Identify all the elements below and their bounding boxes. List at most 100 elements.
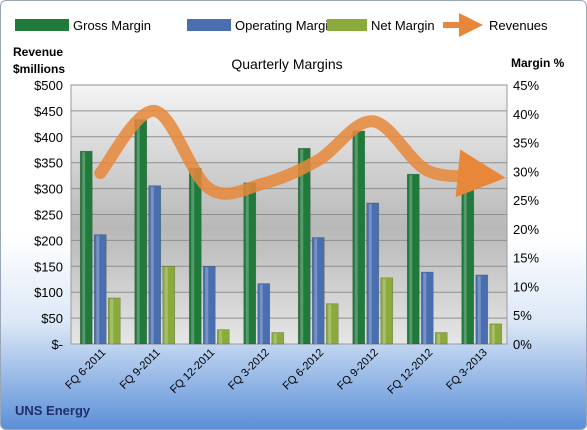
left-tick-label: $400 <box>34 130 63 145</box>
x-axis-ticks: FQ 6-2011 FQ 9-2011 FQ 12-2011 FQ 3-2012 FQ … <box>63 347 490 397</box>
left-tick-label: $100 <box>34 285 63 300</box>
bar-highlight-operating-margin <box>423 273 427 344</box>
bar-net-margin <box>271 332 285 345</box>
x-tick-label: FQ 12-2011 <box>168 347 217 396</box>
bar-highlight-gross-margin <box>409 175 413 344</box>
bar-operating-margin <box>202 265 216 345</box>
bar-highlight-gross-margin <box>300 149 304 344</box>
right-tick-label: 15% <box>513 251 539 266</box>
right-tick-label: 10% <box>513 279 539 294</box>
right-axis-title: Margin % <box>511 56 565 70</box>
left-axis-ticks: $- $50 $100 $150 $200 $250 $300 $350 $400 $450 $50… <box>34 78 63 352</box>
bar-net-margin <box>107 297 121 345</box>
legend-swatch-gross-margin <box>15 19 69 31</box>
bar-net-margin <box>216 329 230 345</box>
bar-highlight-operating-margin <box>368 203 372 344</box>
bar-highlight-gross-margin <box>354 132 358 344</box>
bar-highlight-net-margin <box>219 330 223 344</box>
right-tick-label: 45% <box>513 78 539 93</box>
bar-highlight-operating-margin <box>259 284 263 344</box>
right-tick-label: 5% <box>513 308 532 323</box>
legend-item-operating-margin[interactable]: Operating Margin <box>187 18 335 33</box>
left-tick-label: $300 <box>34 182 63 197</box>
bar-highlight-net-margin <box>437 333 441 344</box>
bar-gross-margin <box>406 173 420 345</box>
x-tick-label: FQ 3-2012 <box>226 347 272 393</box>
bar-gross-margin <box>461 173 475 345</box>
x-tick-label: FQ 6-2011 <box>63 347 108 392</box>
left-tick-label: $150 <box>34 259 63 274</box>
bar-gross-margin <box>352 130 366 345</box>
bar-highlight-operating-margin <box>96 235 100 344</box>
bar-series <box>79 119 503 345</box>
left-tick-label: $450 <box>34 104 63 119</box>
chart-title: Quarterly Margins <box>231 56 342 72</box>
legend-label-revenues: Revenues <box>489 18 548 33</box>
bar-highlight-net-margin <box>328 304 332 344</box>
bar-highlight-gross-margin <box>463 175 467 344</box>
bar-net-margin <box>380 277 394 345</box>
bar-gross-margin <box>188 168 202 345</box>
bar-gross-margin <box>297 148 311 345</box>
bar-net-margin <box>434 332 448 345</box>
bar-highlight-net-margin <box>110 298 114 344</box>
legend-label-operating-margin: Operating Margin <box>235 18 335 33</box>
bar-operating-margin <box>420 271 434 345</box>
left-tick-label: $500 <box>34 78 63 93</box>
x-tick-label: FQ 9-2012 <box>335 347 381 393</box>
bar-highlight-operating-margin <box>477 275 481 344</box>
right-tick-label: 30% <box>513 164 539 179</box>
bar-highlight-operating-margin <box>150 186 154 344</box>
footer-company-name: UNS Energy <box>15 403 91 418</box>
bar-operating-margin <box>257 283 271 345</box>
bar-highlight-net-margin <box>273 333 277 344</box>
bar-operating-margin <box>311 237 325 345</box>
bar-operating-margin <box>93 234 107 345</box>
x-tick-label: FQ 3-2013 <box>444 347 490 393</box>
legend-label-net-margin: Net Margin <box>371 18 435 33</box>
bar-gross-margin <box>79 150 93 345</box>
right-tick-label: 0% <box>513 337 532 352</box>
revenues-line <box>94 104 506 200</box>
left-axis-title-line-1: Revenue <box>13 45 63 59</box>
bar-highlight-gross-margin <box>82 152 86 344</box>
legend-label-gross-margin: Gross Margin <box>73 18 151 33</box>
legend: Gross Margin Operating Margin Net Margin… <box>15 13 548 37</box>
legend-item-revenues[interactable]: Revenues <box>443 13 548 37</box>
right-tick-label: 20% <box>513 222 539 237</box>
bar-operating-margin <box>148 185 162 345</box>
right-tick-label: 35% <box>513 136 539 151</box>
bar-gross-margin <box>134 119 148 345</box>
left-tick-label: $350 <box>34 156 63 171</box>
left-tick-label: $- <box>51 337 63 352</box>
legend-swatch-operating-margin <box>187 19 231 31</box>
bar-operating-margin <box>366 202 380 345</box>
x-tick-label: FQ 12-2012 <box>385 347 435 397</box>
revenue-line <box>94 104 506 200</box>
x-tick-label: FQ 9-2011 <box>118 347 163 392</box>
x-tick-label: FQ 6-2012 <box>281 347 327 393</box>
bar-highlight-operating-margin <box>205 267 209 344</box>
bar-highlight-gross-margin <box>245 183 249 344</box>
bar-highlight-net-margin <box>491 324 495 344</box>
bar-highlight-gross-margin <box>191 169 195 344</box>
right-axis-ticks: 0% 5% 10% 15% 20% 25% 30% 35% 40% 45% <box>513 78 539 352</box>
bar-highlight-gross-margin <box>136 120 140 345</box>
left-tick-label: $200 <box>34 233 63 248</box>
bar-net-margin <box>325 303 339 345</box>
legend-item-net-margin[interactable]: Net Margin <box>327 18 435 33</box>
left-axis-title-line-2: $millions <box>13 62 65 76</box>
bar-operating-margin <box>475 274 489 345</box>
right-tick-label: 40% <box>513 107 539 122</box>
bar-net-margin <box>489 323 503 345</box>
left-tick-label: $50 <box>41 311 63 326</box>
bar-gross-margin <box>243 182 257 345</box>
legend-item-gross-margin[interactable]: Gross Margin <box>15 18 151 33</box>
bar-highlight-net-margin <box>164 267 168 344</box>
left-tick-label: $250 <box>34 208 63 223</box>
bar-highlight-net-margin <box>382 278 386 344</box>
bar-net-margin <box>162 265 176 345</box>
right-tick-label: 25% <box>513 193 539 208</box>
